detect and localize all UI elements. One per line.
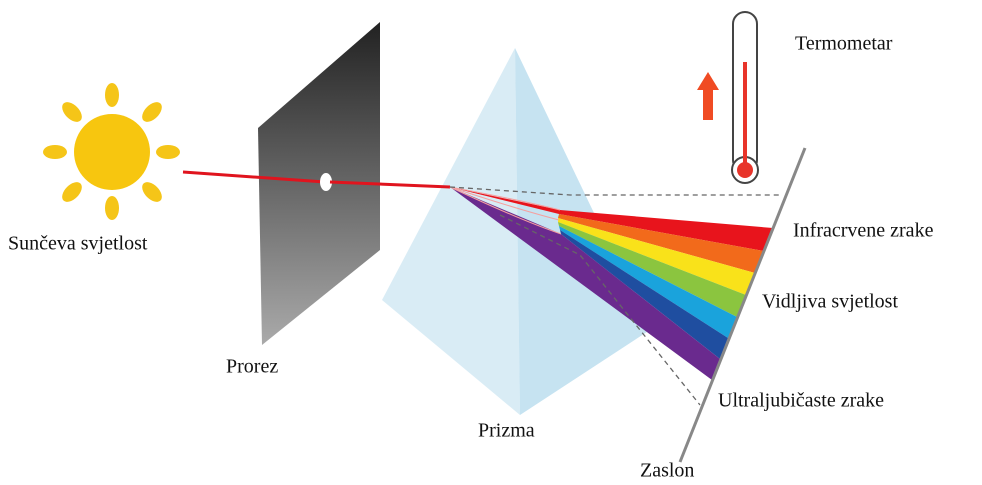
- visible-label: Vidljiva svjetlost: [762, 291, 898, 313]
- light-ray: [182, 170, 326, 184]
- slit-panel: [258, 22, 380, 345]
- thermometer-label: Termometar: [795, 33, 893, 55]
- arrow-up: [697, 72, 719, 120]
- slit-label: Prorez: [226, 356, 278, 378]
- prism-label: Prizma: [478, 420, 535, 442]
- thermometer: [731, 11, 759, 184]
- screen: [678, 147, 807, 463]
- dashed-guides: [449, 186, 780, 406]
- prism-face: [382, 48, 520, 415]
- sun-label: Sunčeva svjetlost: [8, 233, 148, 255]
- spectrum: [449, 186, 773, 380]
- light-ray: [329, 180, 451, 189]
- sun: [43, 83, 180, 220]
- screen-label: Zaslon: [640, 460, 694, 482]
- infrared-label: Infracrvene zrake: [793, 220, 934, 242]
- slit-hole: [320, 173, 332, 191]
- ultraviolet-label: Ultraljubičaste zrake: [718, 390, 884, 412]
